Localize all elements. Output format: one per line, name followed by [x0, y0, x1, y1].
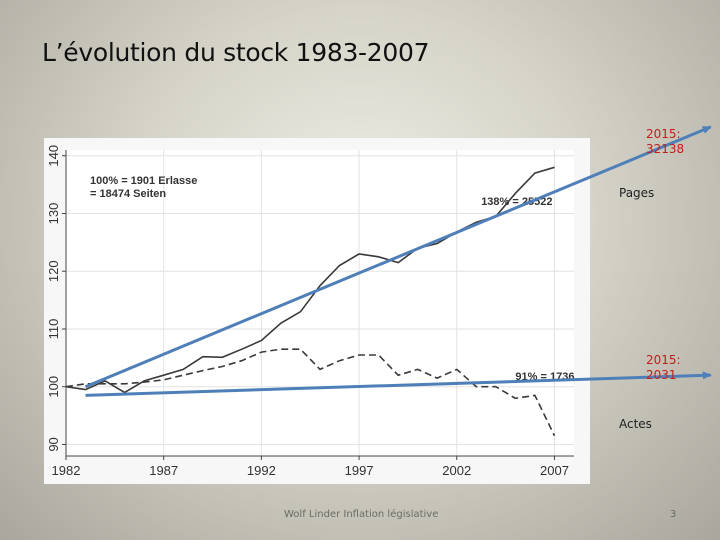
- x-tick-label: 1992: [247, 463, 276, 478]
- y-tick-label: 100: [46, 376, 61, 398]
- y-tick-label: 110: [46, 319, 61, 340]
- y-tick-label: 130: [46, 203, 61, 225]
- x-tick-label: 2002: [442, 463, 471, 478]
- acts-forecast-label: 2015: 2031: [646, 353, 681, 382]
- x-tick-label: 1987: [149, 463, 178, 478]
- x-tick-label: 1997: [345, 463, 374, 478]
- legend-box-line: 100% = 1901 Erlasse: [90, 175, 197, 187]
- y-tick-label: 140: [46, 145, 61, 167]
- pages-forecast-label: 2015: 32138: [646, 127, 685, 156]
- x-tick-label: 2007: [540, 463, 569, 478]
- y-tick-label: 90: [46, 437, 61, 451]
- series-end-label: 138% = 25522: [481, 196, 552, 208]
- legend-box-line: = 18474 Seiten: [90, 188, 166, 200]
- line-chart: 90 100 110 120 130 140 1982 1987 1992 1997 2002 200…: [46, 145, 574, 478]
- chart-panel: 90 100 110 120 130 140 1982 1987 1992 1997 2002 200…: [44, 138, 590, 484]
- x-tick-label: 1982: [52, 463, 81, 478]
- y-tick-label: 120: [46, 260, 61, 282]
- slide-title: L’évolution du stock 1983-2007: [42, 38, 430, 67]
- acts-label: Actes: [619, 417, 652, 431]
- series-end-label: 91% = 1736: [515, 371, 574, 383]
- footer-text: Wolf Linder Inflation législative: [284, 509, 439, 520]
- page-number: 3: [670, 509, 677, 520]
- pages-label: Pages: [619, 186, 655, 200]
